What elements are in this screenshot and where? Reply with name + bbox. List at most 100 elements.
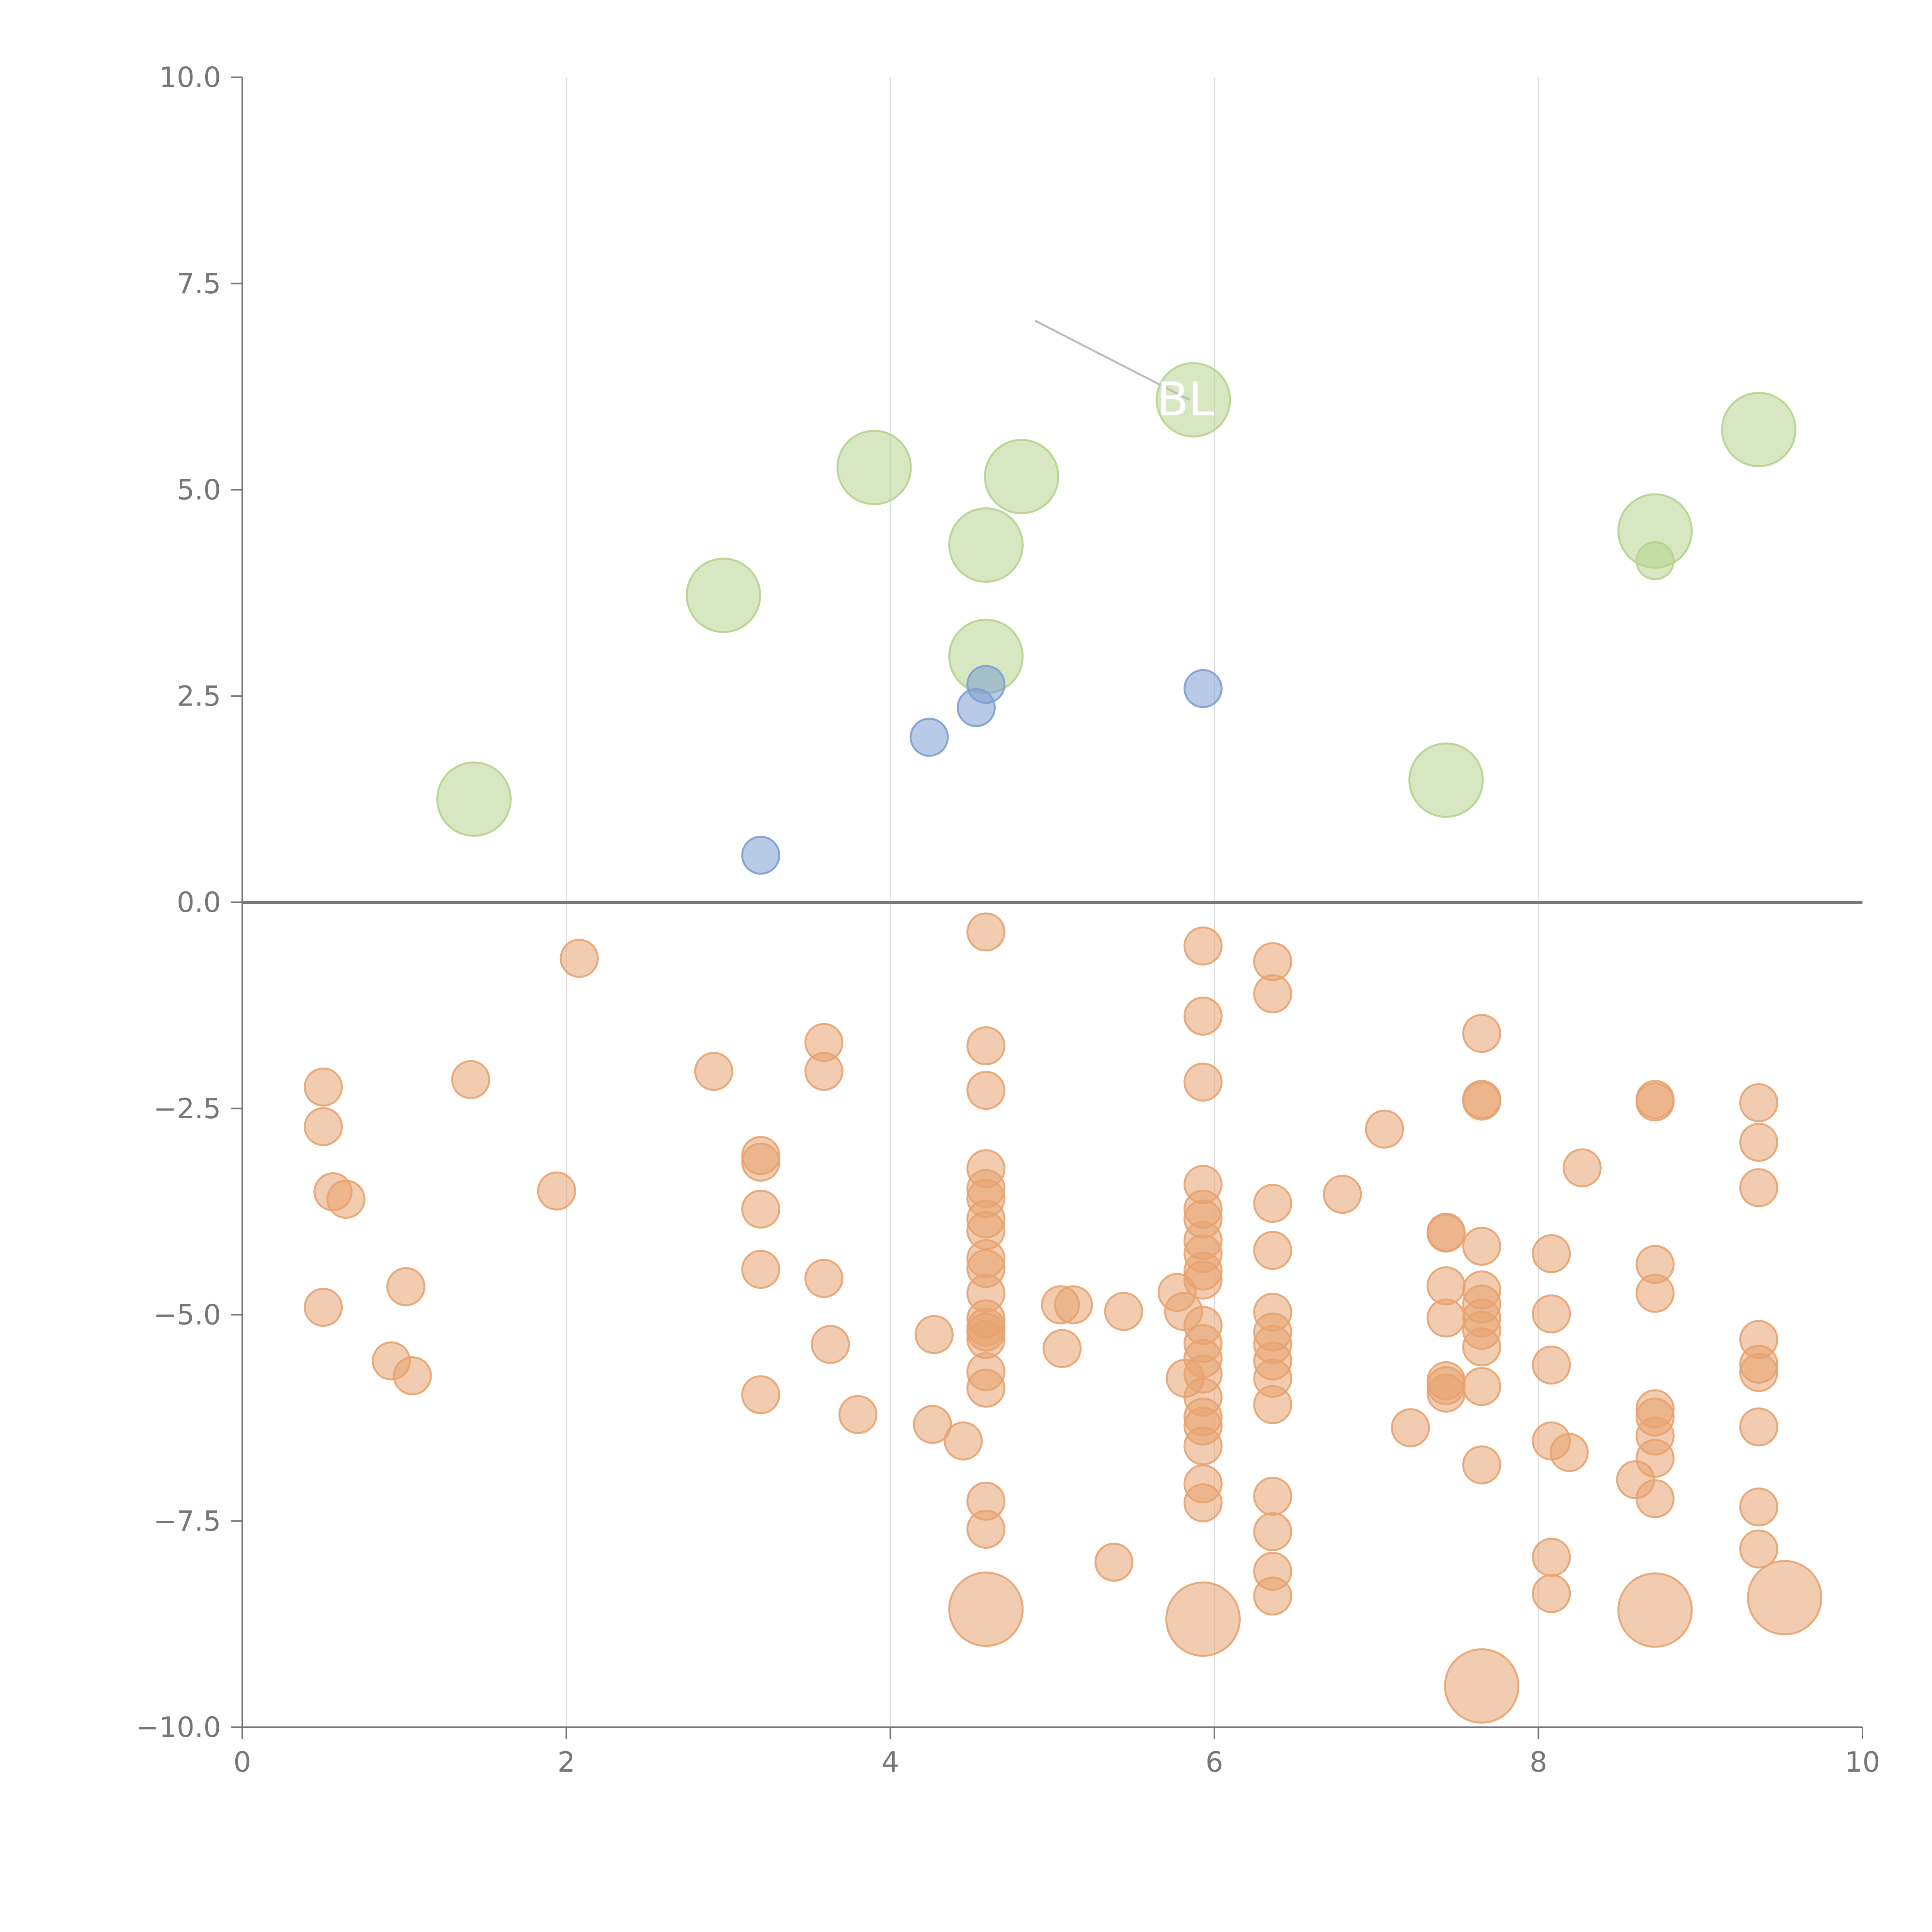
- orange-point: [1532, 1234, 1571, 1274]
- orange-point: [838, 1395, 878, 1434]
- orange-point: [1391, 1408, 1430, 1447]
- orange-point: [694, 1052, 733, 1091]
- x-tick-label: 4: [881, 1746, 899, 1778]
- point-label: BL: [1157, 373, 1214, 427]
- y-tick-label: 5.0: [177, 474, 221, 506]
- orange-point: [913, 1405, 952, 1444]
- orange-point: [1183, 1260, 1223, 1300]
- x-tick-label: 6: [1206, 1746, 1223, 1778]
- green-point: [685, 558, 761, 633]
- axis-layer: 0 2 4 6 8 10 −10.0 −7.5 −5.0 −2.5 0.0 2.5 5.0 7.5 10.0: [136, 61, 1880, 1778]
- green-point: [984, 439, 1060, 514]
- orange-point: [741, 1250, 781, 1289]
- y-tick-label: 7.5: [177, 267, 221, 300]
- orange-point: [1635, 1439, 1675, 1478]
- orange-point: [1462, 1014, 1502, 1053]
- orange-point: [1739, 1083, 1779, 1122]
- green-point: [1155, 362, 1231, 438]
- orange-point: [1426, 1373, 1466, 1413]
- orange-point: [1747, 1560, 1823, 1636]
- orange-point: [948, 1571, 1024, 1647]
- orange-point: [1253, 1512, 1293, 1551]
- y-tick-label: 0.0: [177, 886, 221, 918]
- orange-point: [944, 1421, 983, 1461]
- orange-point: [1444, 1648, 1520, 1724]
- blue-point: [966, 665, 1006, 704]
- orange-point: [804, 1052, 844, 1091]
- blue-point: [741, 835, 781, 875]
- x-tick-label: 10: [1845, 1746, 1880, 1778]
- orange-point: [1253, 1476, 1293, 1516]
- orange-point: [966, 1026, 1006, 1065]
- orange-point: [741, 1375, 781, 1415]
- y-tick-label: −7.5: [153, 1505, 221, 1537]
- orange-point: [741, 1189, 781, 1229]
- orange-point: [1054, 1285, 1093, 1325]
- orange-point: [811, 1325, 850, 1364]
- points-layer: [304, 362, 1823, 1724]
- orange-point: [1183, 1483, 1223, 1522]
- blue-point: [910, 718, 949, 757]
- orange-point: [966, 1510, 1006, 1549]
- orange-point: [1253, 1577, 1293, 1616]
- orange-point: [1462, 1226, 1502, 1266]
- orange-point: [326, 1180, 366, 1219]
- orange-point: [1426, 1298, 1466, 1338]
- orange-point: [1183, 997, 1223, 1036]
- orange-point: [741, 1143, 781, 1182]
- orange-point: [1253, 1184, 1293, 1223]
- orange-point: [1253, 1385, 1293, 1424]
- green-point: [436, 761, 512, 837]
- green-point: [1635, 541, 1675, 580]
- green-point: [1408, 742, 1484, 818]
- orange-point: [560, 939, 599, 978]
- orange-point: [1739, 1168, 1779, 1208]
- orange-point: [1104, 1292, 1143, 1331]
- y-tick-label: 10.0: [159, 61, 221, 94]
- orange-point: [1365, 1109, 1404, 1149]
- label-layer: BL: [1034, 320, 1214, 427]
- orange-point: [1739, 1407, 1779, 1447]
- orange-point: [966, 912, 1006, 952]
- annotation-leader: [1034, 320, 1190, 401]
- orange-point: [1739, 1353, 1779, 1392]
- x-tick-label: 8: [1529, 1746, 1547, 1778]
- green-point: [836, 430, 912, 505]
- orange-point: [1462, 1445, 1502, 1485]
- x-tick-label: 0: [233, 1746, 251, 1778]
- orange-point: [304, 1107, 343, 1146]
- orange-point: [304, 1287, 343, 1327]
- orange-point: [386, 1267, 425, 1306]
- y-tick-label: −5.0: [153, 1299, 221, 1331]
- green-point: [948, 507, 1024, 583]
- orange-point: [1563, 1148, 1602, 1187]
- orange-point: [451, 1060, 490, 1099]
- orange-point: [1165, 1581, 1241, 1657]
- orange-point: [1426, 1213, 1466, 1253]
- orange-point: [1462, 1367, 1502, 1406]
- orange-point: [393, 1356, 432, 1395]
- y-tick-label: −10.0: [136, 1711, 221, 1743]
- orange-point: [1635, 1479, 1675, 1519]
- y-tick-label: 2.5: [177, 680, 221, 712]
- orange-point: [1183, 1062, 1223, 1102]
- orange-point: [1549, 1433, 1589, 1472]
- orange-point: [1739, 1487, 1779, 1527]
- orange-point: [1739, 1529, 1779, 1569]
- orange-point: [1739, 1122, 1779, 1162]
- orange-point: [1635, 1082, 1675, 1122]
- blue-point: [1183, 669, 1223, 708]
- orange-point: [1532, 1345, 1571, 1385]
- orange-point: [1532, 1574, 1571, 1613]
- orange-point: [537, 1171, 576, 1211]
- x-tick-label: 2: [558, 1746, 575, 1778]
- orange-point: [966, 1071, 1006, 1110]
- orange-point: [1183, 1426, 1223, 1466]
- orange-point: [1532, 1294, 1571, 1333]
- orange-point: [1183, 926, 1223, 966]
- orange-point: [1635, 1274, 1675, 1313]
- orange-point: [1532, 1537, 1571, 1577]
- orange-point: [304, 1067, 343, 1107]
